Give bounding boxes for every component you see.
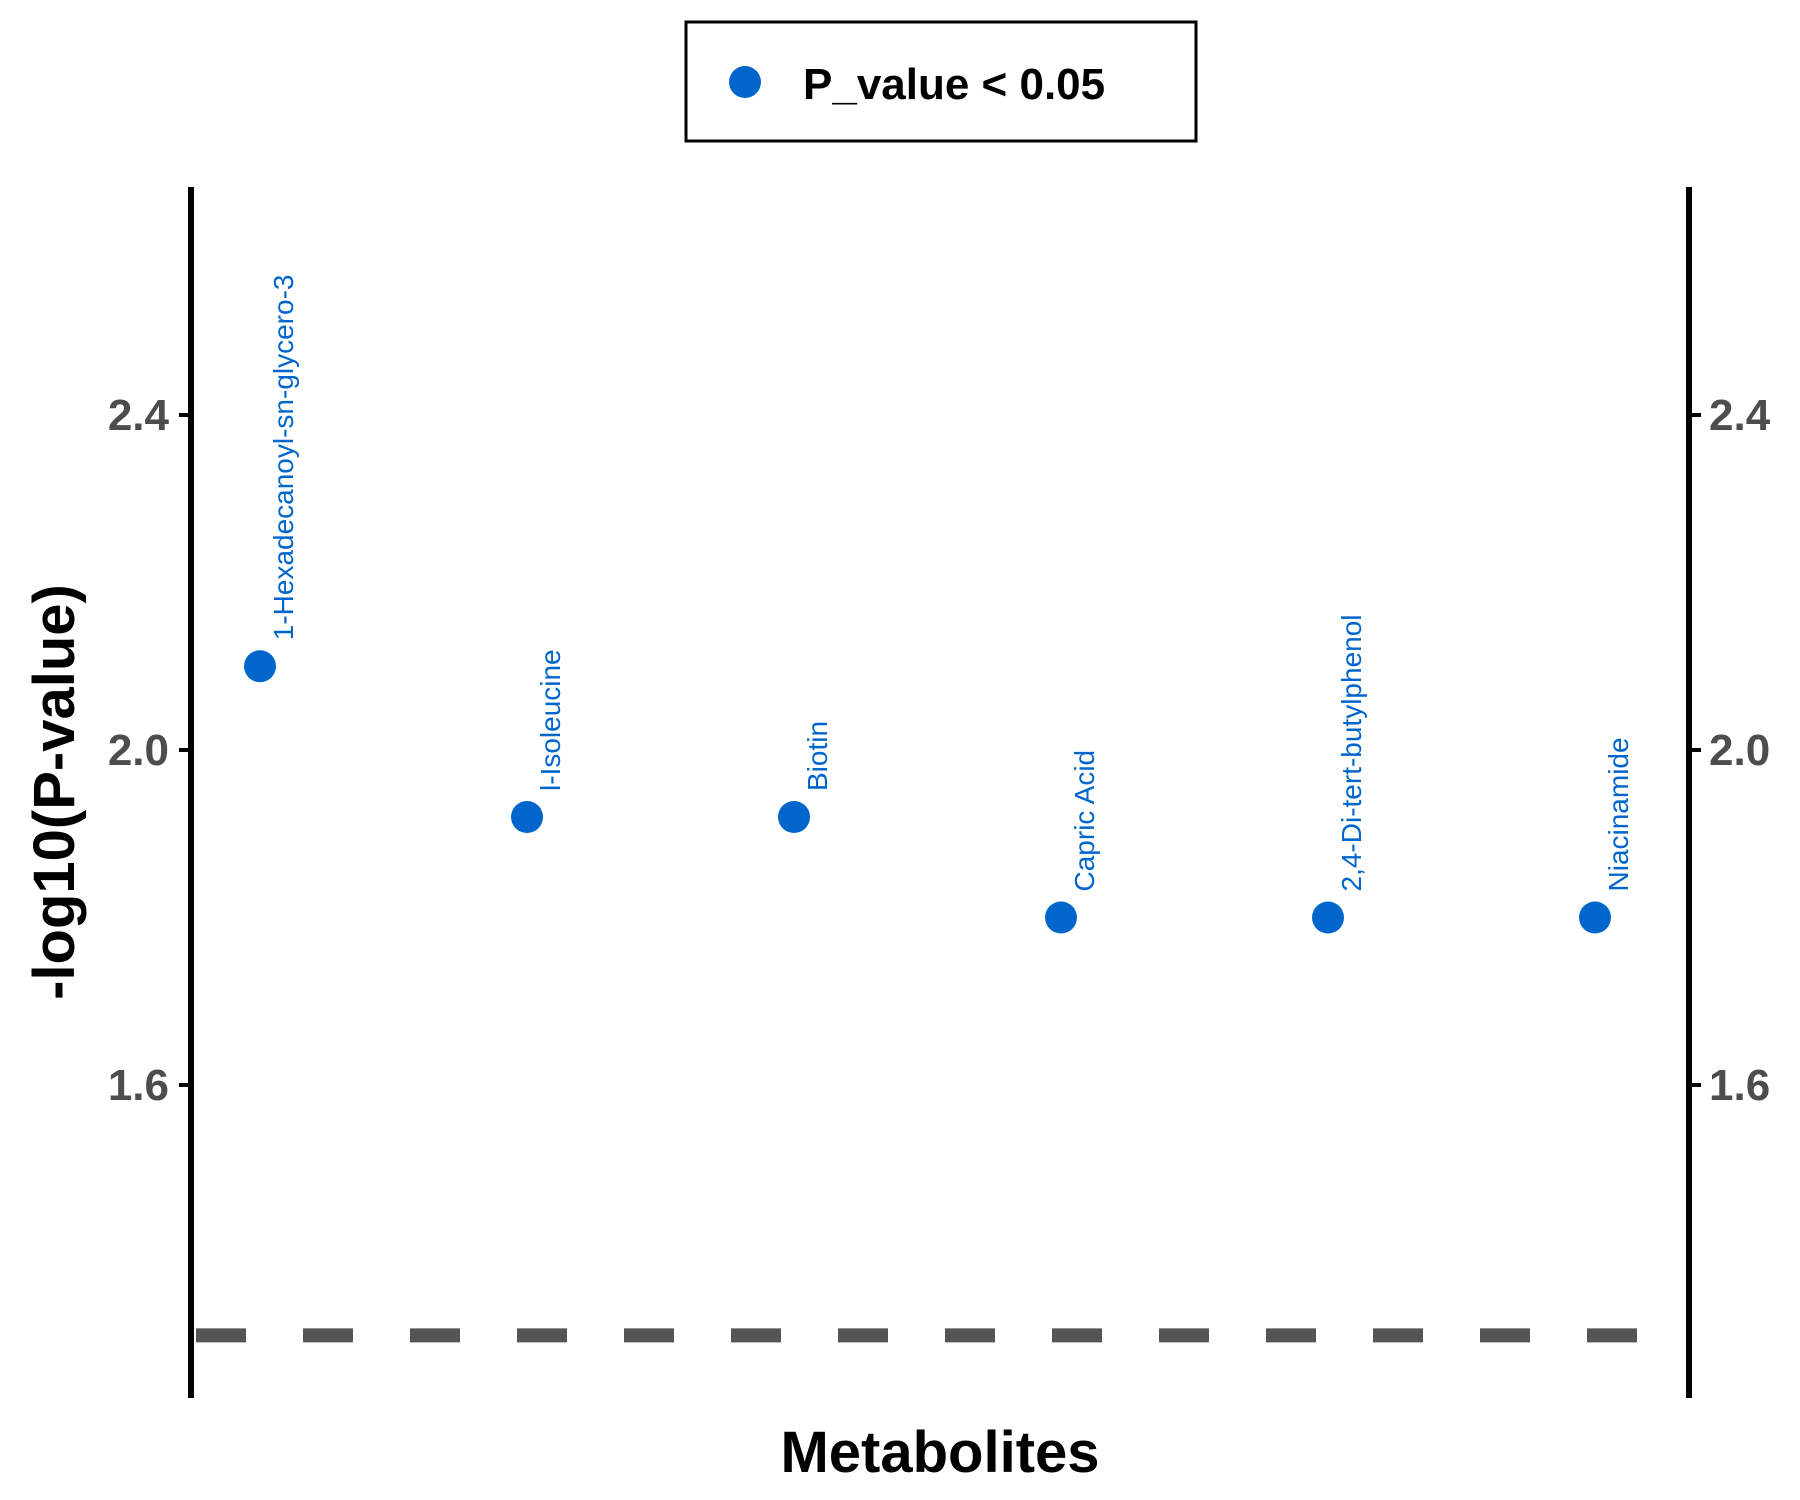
- data-point: [1045, 901, 1077, 934]
- right-axis-ticks: 1.6 2.0 2.4: [1689, 391, 1771, 1110]
- x-axis-title: Metabolites: [780, 1420, 1099, 1485]
- data-point: [1312, 901, 1344, 934]
- legend-label: P_value < 0.05: [803, 60, 1105, 109]
- left-tick-label: 1.6: [108, 1061, 169, 1110]
- right-tick-label: 2.0: [1709, 726, 1770, 775]
- data-points: [244, 650, 1611, 934]
- data-point-label: l-Isoleucine: [535, 649, 566, 791]
- data-point: [511, 801, 543, 833]
- legend: P_value < 0.05: [684, 20, 1198, 143]
- data-point-label: Biotin: [802, 721, 833, 791]
- data-point-label: 2,4-Di-tert-butylphenol: [1336, 614, 1367, 891]
- left-tick-label: 2.0: [108, 726, 169, 775]
- right-tick-label: 1.6: [1709, 1061, 1770, 1110]
- left-tick-label: 2.4: [108, 391, 170, 440]
- left-axis-ticks: 1.6 2.0 2.4: [108, 391, 191, 1110]
- data-point-label: Capric Acid: [1069, 750, 1100, 892]
- legend-marker: [729, 66, 761, 98]
- right-tick-label: 2.4: [1709, 391, 1771, 440]
- data-point: [244, 650, 276, 683]
- data-point: [778, 801, 810, 833]
- data-point: [1579, 901, 1611, 934]
- y-axis-title: -log10(P-value): [22, 584, 87, 1000]
- legend-box: [684, 20, 1198, 143]
- data-point-label: Niacinamide: [1603, 737, 1634, 891]
- point-labels: 1-Hexadecanoyl-sn-glycero-3 l-Isoleucine B…: [268, 275, 1634, 892]
- data-point-label: 1-Hexadecanoyl-sn-glycero-3: [268, 275, 299, 641]
